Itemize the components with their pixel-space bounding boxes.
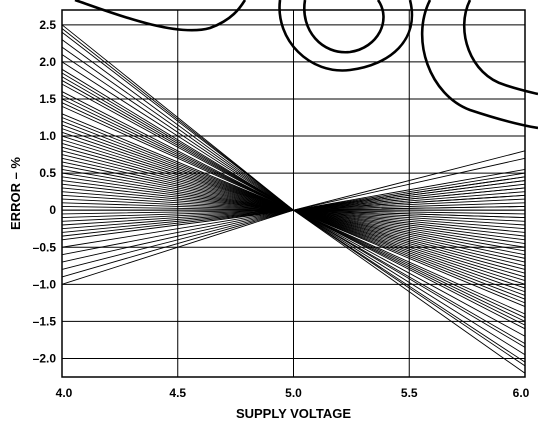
x-tick-labels: 4.0 4.5 5.0 5.5 6.0 [56, 386, 530, 400]
x-tick-label: 5.5 [401, 386, 418, 400]
y-tick-label: –1.5 [33, 314, 57, 328]
overlay-curve-5 [462, 0, 538, 96]
error-trace [61, 180, 526, 285]
y-tick-label: 2.5 [39, 18, 56, 32]
y-tick-label: –0.5 [33, 240, 57, 254]
overlay-curve-1 [74, 0, 247, 32]
y-tick-labels: 2.5 2.0 1.5 1.0 0.5 0 –0.5 –1.0 –1.5 –2.0 [33, 18, 57, 366]
y-tick-label: 1.0 [39, 129, 56, 143]
overlay-curve-3 [278, 0, 414, 72]
x-tick-label: 5.0 [285, 386, 302, 400]
overlay-curves [74, 0, 538, 130]
y-tick-label: 2.0 [39, 55, 56, 69]
overlay-curve-2 [302, 0, 385, 54]
y-tick-label: 0 [49, 203, 56, 217]
y-tick-label: 0.5 [39, 166, 56, 180]
x-tick-label: 4.5 [169, 386, 186, 400]
x-tick-label: 4.0 [56, 386, 73, 400]
grid [61, 10, 526, 377]
error-traces [61, 24, 526, 374]
y-axis-label: ERROR – % [8, 157, 23, 230]
y-tick-label: –1.0 [33, 277, 57, 291]
y-tick-label: 1.5 [39, 92, 56, 106]
x-axis-label: SUPPLY VOLTAGE [236, 406, 351, 421]
plot-frame [61, 9, 526, 378]
overlay-curve-4 [420, 0, 538, 130]
x-tick-label: 6.0 [513, 386, 530, 400]
y-tick-label: –2.0 [33, 351, 57, 365]
